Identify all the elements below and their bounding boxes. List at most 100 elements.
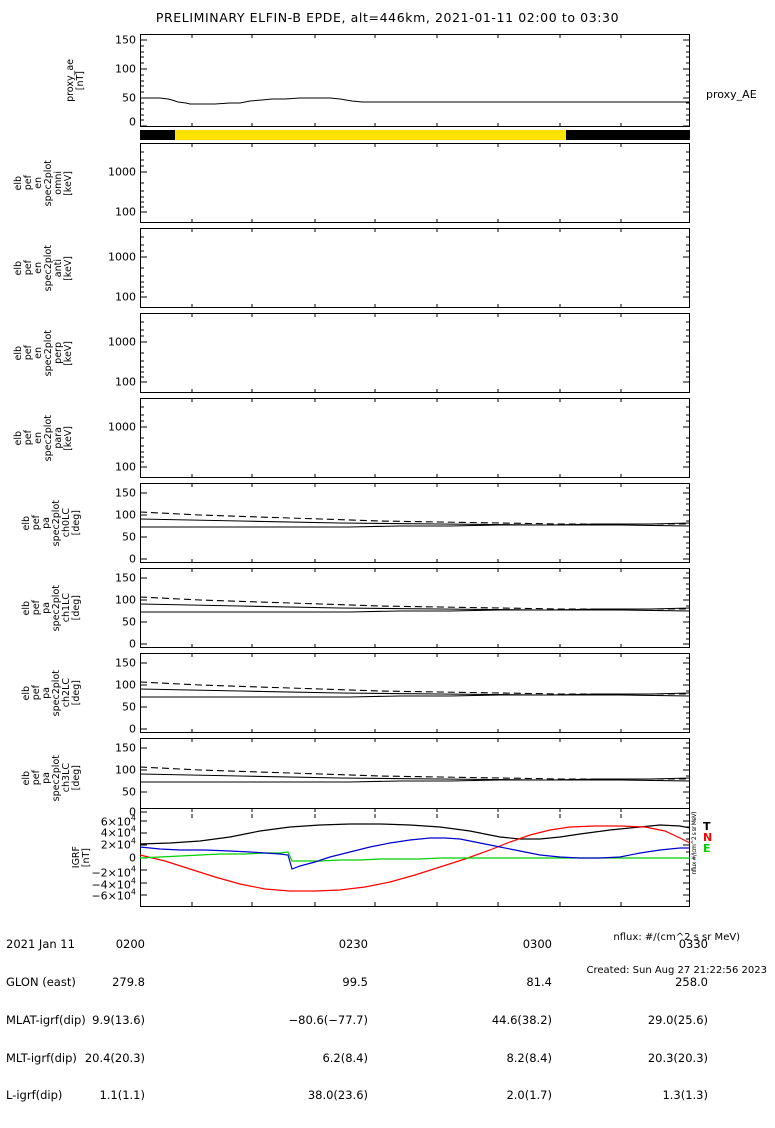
panel-pa-ch1lc	[140, 568, 690, 648]
ytick-label: 1000	[108, 420, 136, 434]
ylabel-word: [deg]	[71, 680, 82, 706]
bottom-axis-column-0230: 0230 99.5 −80.6(−77.7) 6.2(8.4) 38.0(23.…	[248, 913, 368, 1127]
bottom-axis-time: 0330	[678, 937, 708, 952]
footer-units: nflux: #/(cm^2 s sr MeV)	[613, 932, 741, 943]
ytick-label: 0	[129, 115, 136, 129]
bottom-axis-mlat: −80.6(−77.7)	[288, 1012, 368, 1027]
legend-entry-N: N	[703, 831, 713, 844]
ytick-label: 2×104	[100, 836, 136, 852]
panel-en-perp	[140, 313, 690, 393]
bottom-axis-mlat: 9.9(13.6)	[92, 1012, 145, 1027]
ylabel-word: [keV]	[63, 170, 74, 196]
status-bar-yellow-segment	[175, 130, 566, 140]
bottom-axis-l: 1.3(1.3)	[662, 1088, 708, 1103]
ylabel-pa-ch2lc: elb pef pa spec2plot ch2LC [deg]	[21, 653, 82, 733]
bottom-axis-mlt: 20.4(20.3)	[84, 1050, 145, 1065]
ytick-label: 0	[129, 552, 136, 566]
ytick-label: 100	[115, 290, 136, 304]
ytick-label: 150	[115, 33, 136, 47]
panel-pa-ch0lc	[140, 483, 690, 563]
ylabel-en-anti: elb pef en spec2plot anti [keV]	[13, 228, 74, 308]
ylabel-en-para: elb pef en spec2plot para [keV]	[13, 398, 74, 478]
panel-en-para	[140, 398, 690, 478]
bottom-axis-date: 2021 Jan 11	[6, 937, 75, 952]
ylabel-word: [nT]	[75, 70, 86, 91]
ytick-label: 0	[129, 722, 136, 736]
ytick-label: 100	[115, 593, 136, 607]
ylabel-word: [keV]	[63, 340, 74, 366]
panel-pa-ch3lc	[140, 738, 690, 818]
ytick-label: 100	[115, 62, 136, 76]
footer-created: Created: Sun Aug 27 21:22:56 2023	[586, 965, 767, 976]
ylabel-en-omni: elb pef en spec2plot omni [keV]	[13, 143, 74, 223]
bottom-axis-row-label: GLON (east)	[6, 974, 76, 989]
ytick-label: 6×104	[100, 813, 136, 829]
ytick-label: −6×104	[91, 887, 136, 903]
ylabel-word: [keV]	[63, 425, 74, 451]
ytick-label: −4×104	[91, 876, 136, 892]
right-axis-microtext: nflux #/(cm^2 s sr MeV)	[691, 812, 698, 875]
ytick-label: 50	[122, 530, 136, 544]
bottom-axis-glon: 81.4	[526, 974, 552, 989]
ytick-label: 100	[115, 460, 136, 474]
bottom-axis-mlt: 8.2(8.4)	[506, 1050, 552, 1065]
bottom-axis-time: 0230	[338, 937, 368, 952]
legend-entry-E: E	[703, 842, 711, 855]
ylabel-word: [deg]	[71, 765, 82, 791]
panel-proxy-ae	[140, 34, 690, 127]
ylabel-word: [deg]	[71, 510, 82, 536]
ylabel-pa-ch0lc: elb pef pa spec2plot ch0LC [deg]	[21, 483, 82, 563]
ytick-label: 100	[115, 205, 136, 219]
ylabel-word: [keV]	[63, 255, 74, 281]
panel-en-anti	[140, 228, 690, 308]
ytick-label: 0	[129, 637, 136, 651]
page-title: PRELIMINARY ELFIN-B EPDE, alt=446km, 202…	[155, 10, 620, 25]
bottom-axis-l: 2.0(1.7)	[506, 1088, 552, 1103]
panel-igrf	[140, 808, 690, 907]
panel-en-omni	[140, 143, 690, 223]
ytick-label: 50	[122, 700, 136, 714]
ytick-label: 50	[122, 785, 136, 799]
ytick-label: 50	[122, 615, 136, 629]
ylabel-proxy-ae: proxy_ae [nT]	[65, 34, 86, 127]
ytick-label: 0	[129, 851, 136, 865]
panel-pa-ch2lc	[140, 653, 690, 733]
ytick-label: 1000	[108, 250, 136, 264]
ytick-label: 150	[115, 486, 136, 500]
ytick-label: 0	[129, 805, 136, 819]
right-label-proxy-ae: proxy_AE	[706, 88, 757, 101]
ytick-label: 100	[115, 678, 136, 692]
ylabel-en-perp: elb pef en spec2plot perp [keV]	[13, 313, 74, 393]
bottom-axis-column-0300: 0300 81.4 44.6(38.2) 8.2(8.4) 2.0(1.7)	[432, 913, 552, 1127]
ylabel-pa-ch1lc: elb pef pa spec2plot ch1LC [deg]	[21, 568, 82, 648]
plot-page: PRELIMINARY ELFIN-B EPDE, alt=446km, 202…	[6, 10, 767, 1101]
ytick-label: 4×104	[100, 824, 136, 840]
ytick-label: 1000	[108, 165, 136, 179]
footer: nflux: #/(cm^2 s sr MeV) Created: Sun Au…	[587, 910, 767, 998]
ytick-label: 100	[115, 508, 136, 522]
ytick-label: 100	[115, 763, 136, 777]
ylabel-word: [deg]	[71, 595, 82, 621]
ytick-label: 150	[115, 741, 136, 755]
bottom-axis-column-0200: 0200 279.8 9.9(13.6) 20.4(20.3) 1.1(1.1)	[55, 913, 145, 1127]
igrf-legend: T N E	[703, 821, 712, 854]
bottom-axis-glon: 99.5	[342, 974, 368, 989]
ytick-label: 50	[122, 91, 136, 105]
bottom-axis-mlat: 44.6(38.2)	[491, 1012, 552, 1027]
bottom-axis-mlat: 29.0(25.6)	[647, 1012, 708, 1027]
ytick-label: 150	[115, 656, 136, 670]
bottom-axis-time: 0200	[115, 937, 145, 952]
ytick-label: −2×104	[91, 864, 136, 880]
ytick-label: 1000	[108, 335, 136, 349]
bottom-axis-glon: 279.8	[112, 974, 145, 989]
ytick-label: 100	[115, 375, 136, 389]
ytick-label: 150	[115, 571, 136, 585]
ylabel-pa-ch3lc: elb pef pa spec2plot ch3LC [deg]	[21, 738, 82, 818]
bottom-axis-l: 1.1(1.1)	[99, 1088, 145, 1103]
bottom-axis-time: 0300	[522, 937, 552, 952]
bottom-axis-glon: 258.0	[675, 974, 708, 989]
bottom-axis-l: 38.0(23.6)	[307, 1088, 368, 1103]
status-bar	[140, 130, 690, 140]
bottom-axis-mlt: 20.3(20.3)	[647, 1050, 708, 1065]
legend-entry-T: T	[703, 820, 711, 833]
